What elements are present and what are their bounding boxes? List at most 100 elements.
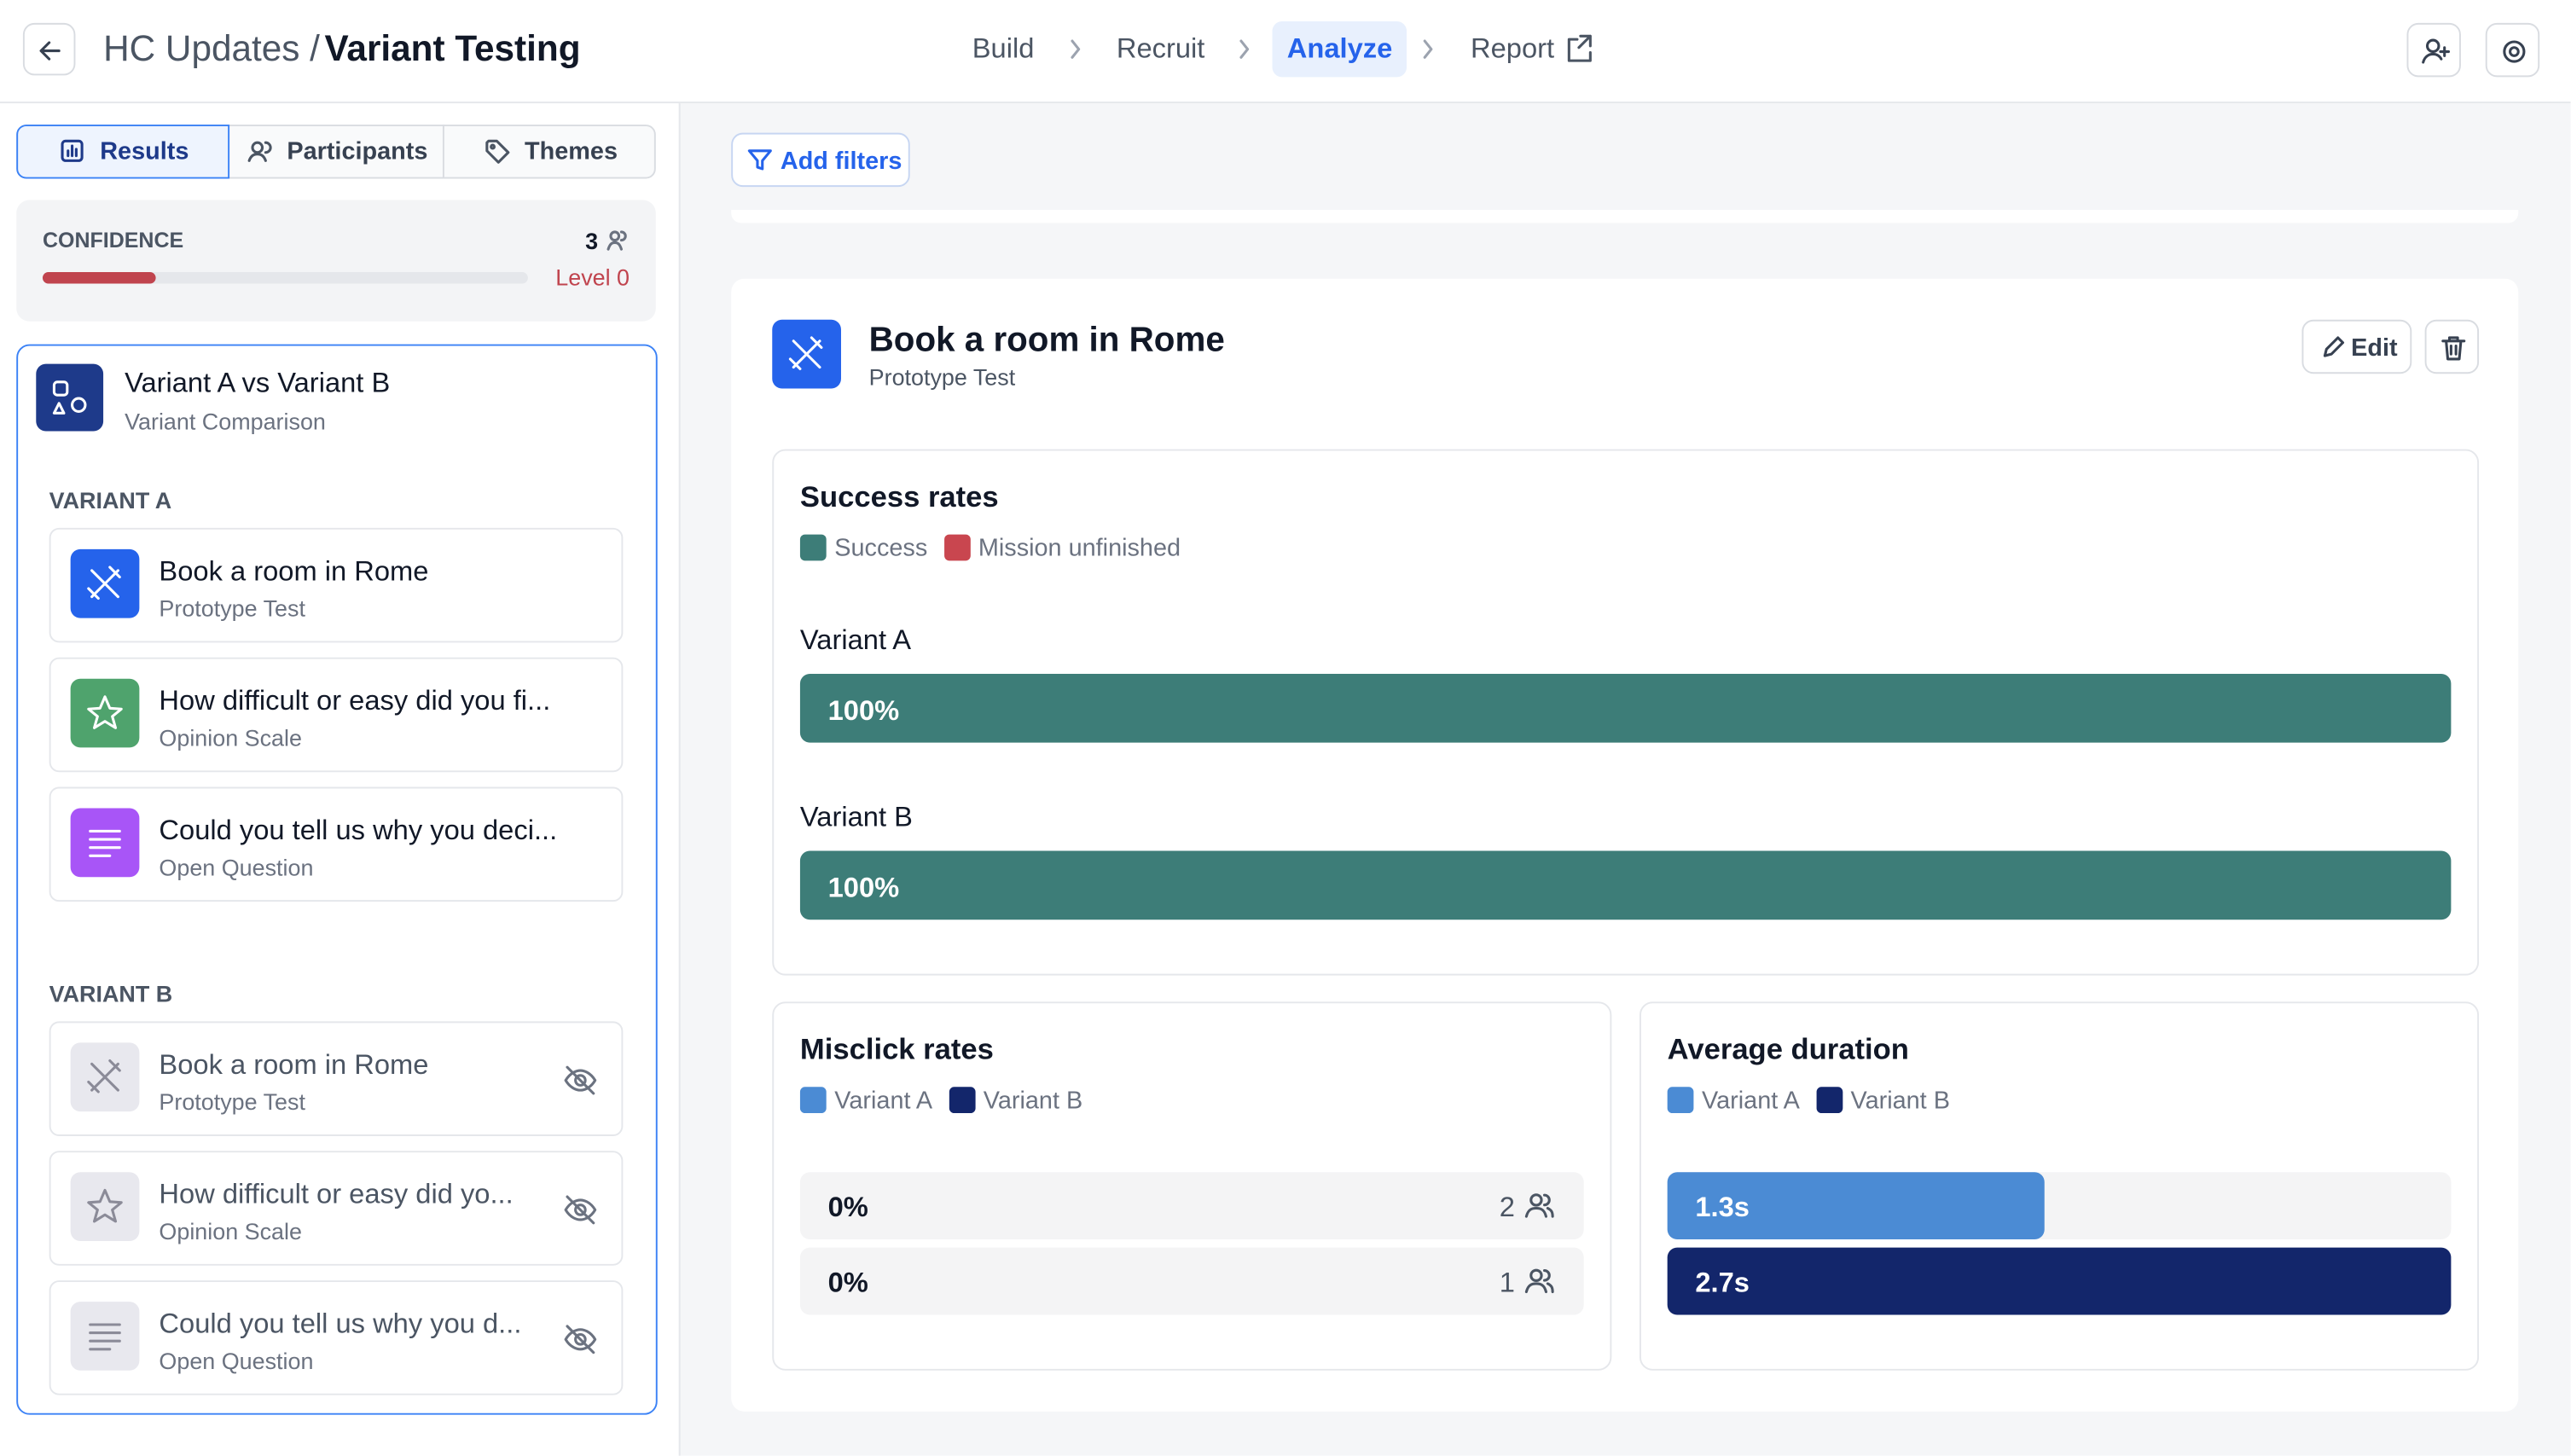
value-label: 0% (827, 1192, 868, 1223)
block-subtitle: Prototype Test (868, 363, 1016, 391)
question-type: Open Question (159, 854, 314, 881)
question-title: Could you tell us why you d... (159, 1308, 522, 1340)
confidence-card (16, 200, 656, 322)
variant-label: VARIANT A (49, 486, 172, 513)
tab-active[interactable] (16, 125, 230, 179)
comparison-subtitle: Variant Comparison (125, 408, 326, 435)
participants-icon (1524, 1266, 1554, 1296)
hidden-icon[interactable] (562, 1192, 598, 1227)
block-icon (772, 319, 841, 389)
question-type: Open Question (159, 1347, 314, 1374)
bar (1667, 1247, 2452, 1315)
participant-count: 2 (1499, 1192, 1515, 1223)
confidence-fill (42, 272, 156, 284)
question-type: Prototype Test (159, 1088, 305, 1115)
legend-swatch (1816, 1087, 1843, 1114)
question-icon (70, 808, 140, 878)
add-filters-button[interactable]: Add filters (731, 132, 910, 188)
question-title: Book a room in Rome (159, 1049, 429, 1081)
variant-label: VARIANT B (49, 980, 173, 1007)
question-item[interactable]: How difficult or easy did yo... Opinion S… (49, 1151, 624, 1266)
invite-button[interactable] (2406, 22, 2461, 78)
collapsed-card (731, 210, 2519, 223)
project-name[interactable]: HC Updates / (103, 27, 320, 69)
tab-icon (247, 141, 272, 162)
tab-divider (442, 125, 444, 179)
bar (799, 850, 2452, 920)
question-item[interactable]: How difficult or easy did you fi... Opini… (49, 657, 624, 773)
bar (1667, 1172, 2046, 1240)
hidden-icon[interactable] (562, 1321, 598, 1357)
legend-label: Variant B (983, 1087, 1083, 1115)
value-label: 100% (827, 694, 900, 727)
bar-track (799, 1247, 1584, 1315)
legend-swatch (943, 534, 971, 561)
value-label: 0% (827, 1267, 868, 1299)
participants-icon (1524, 1190, 1554, 1220)
comparison-icon (36, 363, 104, 432)
question-title: Could you tell us why you deci... (159, 815, 558, 846)
add-filters-label[interactable]: Add filters (780, 147, 902, 176)
question-icon (70, 548, 140, 618)
tab-icon (61, 139, 84, 162)
question-type: Opinion Scale (159, 724, 302, 751)
question-type: Opinion Scale (159, 1218, 302, 1244)
nav-chevrons (1071, 34, 1592, 62)
category-label: Variant A (799, 624, 912, 656)
legend-label: Mission unfinished (978, 534, 1181, 563)
legend-label: Variant B (1850, 1087, 1950, 1115)
question-item[interactable]: Could you tell us why you d... Open Quest… (49, 1280, 624, 1395)
settings-button[interactable] (2485, 22, 2540, 78)
comparison-title: Variant A vs Variant B (125, 367, 391, 399)
bar (799, 673, 2452, 743)
chart-title: Average duration (1667, 1032, 1909, 1066)
question-title: Book a room in Rome (159, 555, 429, 588)
question-icon (70, 678, 140, 748)
question-title: How difficult or easy did you fi... (159, 685, 551, 716)
tab[interactable]: Participants (287, 137, 428, 166)
legend-swatch (949, 1087, 976, 1114)
question-item[interactable]: Book a room in Rome Prototype Test (49, 1021, 624, 1136)
tab[interactable]: Results (100, 137, 189, 166)
comparison-card[interactable] (16, 344, 658, 1415)
back-button[interactable] (22, 22, 76, 76)
value-label: 100% (827, 872, 900, 904)
legend-label: Variant A (1702, 1087, 1800, 1115)
chart-title: Success rates (799, 480, 999, 513)
participants-icon (606, 230, 627, 251)
legend-swatch (1667, 1087, 1694, 1114)
top-bar (0, 0, 2571, 104)
chart-title: Misclick rates (799, 1032, 994, 1066)
tab[interactable]: Themes (525, 137, 618, 166)
confidence-participants: 3 (585, 228, 599, 254)
page-title: Variant Testing (324, 27, 581, 69)
legend-label: Variant A (834, 1087, 933, 1115)
question-item[interactable]: Could you tell us why you deci... Open Qu… (49, 786, 624, 902)
nav-item[interactable]: Recruit (1116, 32, 1205, 64)
legend-label: Success (834, 534, 928, 563)
legend-swatch (799, 1087, 827, 1114)
question-icon (70, 1302, 140, 1371)
bar-track (799, 1172, 1584, 1240)
delete-button[interactable] (2424, 319, 2480, 374)
value-label: 2.7s (1695, 1267, 1750, 1299)
question-title: How difficult or easy did yo... (159, 1178, 514, 1210)
nav-item[interactable]: Analyze (1286, 32, 1393, 64)
nav-item[interactable]: Build (972, 32, 1035, 64)
value-label: 1.3s (1695, 1192, 1750, 1223)
question-icon (70, 1172, 140, 1241)
nav-active-bg (1272, 20, 1407, 78)
edit-button[interactable]: Edit (2301, 319, 2412, 374)
nav-item[interactable]: Report (1471, 32, 1555, 64)
legend-swatch (799, 534, 827, 561)
confidence-level: Level 0 (555, 264, 630, 291)
question-type: Prototype Test (159, 595, 305, 622)
block-title: Book a room in Rome (868, 321, 1225, 359)
hidden-icon[interactable] (562, 1062, 598, 1098)
question-item[interactable]: Book a room in Rome Prototype Test (49, 527, 624, 643)
edit-label[interactable]: Edit (2351, 334, 2398, 363)
question-icon (70, 1042, 140, 1112)
tab-icon (485, 139, 510, 164)
